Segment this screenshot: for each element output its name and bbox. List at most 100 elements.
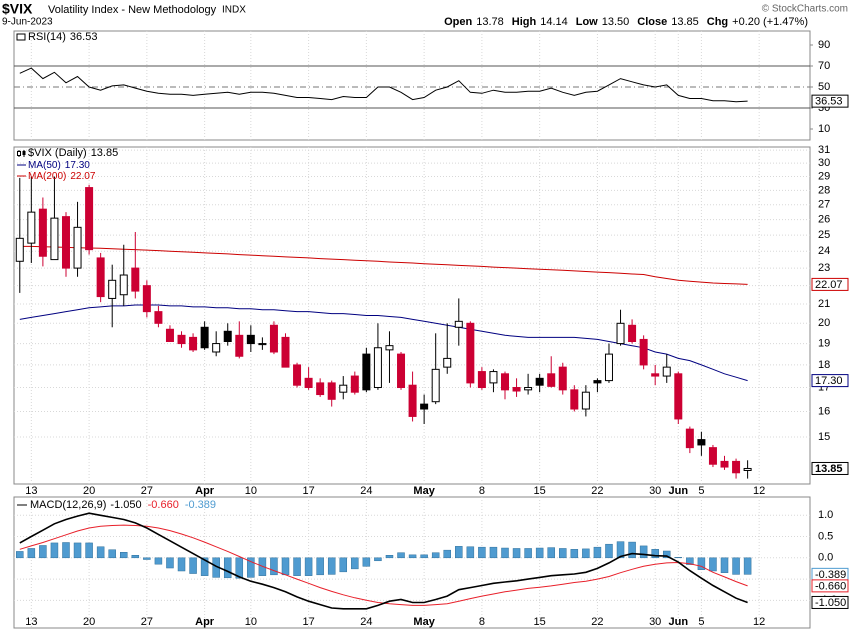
candle-body [223, 330, 232, 343]
value-box [811, 461, 849, 475]
histogram-bar [443, 549, 451, 559]
legend-icon [17, 151, 21, 156]
y-tick-label: 27 [818, 199, 830, 211]
histogram-bar [385, 555, 394, 559]
histogram-bar [512, 548, 521, 559]
x-tick-label: 30 [649, 485, 661, 497]
copyright: © StockCharts.com [762, 4, 848, 15]
histogram-bar [478, 546, 486, 559]
histogram-bar [108, 549, 116, 559]
candle-body [316, 382, 325, 396]
candle-body [466, 322, 475, 384]
candle-body [535, 377, 544, 386]
candle-body [604, 353, 613, 382]
x-tick-label: 13 [25, 485, 37, 497]
legend-name: MA(50) [28, 160, 61, 171]
histogram-bar [582, 548, 590, 559]
candle-body [189, 336, 198, 351]
candle-body [61, 216, 70, 269]
y-tick-label: 20 [818, 317, 830, 329]
x-tick-label: 5 [698, 616, 704, 628]
candle-body [165, 328, 174, 343]
rsi-line [19, 67, 748, 103]
value-box-label: -0.389 [815, 569, 846, 581]
y-tick-label: 50 [818, 81, 830, 93]
value-box-label: 17.30 [815, 375, 843, 387]
legend: $VIX (Daily) 13.85 [28, 147, 118, 159]
y-tick-label: 0.0 [818, 552, 833, 564]
histogram-bar [351, 557, 359, 570]
x-tick-label: 15 [534, 485, 546, 497]
candle-body [593, 380, 602, 384]
x-tick-label: 22 [591, 485, 603, 497]
candle-body [327, 382, 336, 400]
security-name: Volatility Index - New Methodology [48, 4, 217, 16]
candle-body [85, 187, 94, 251]
candle-body [720, 460, 729, 468]
x-tick-label: 12 [753, 485, 765, 497]
x-tick-label: Jun [669, 485, 689, 497]
x-tick-label: 8 [479, 616, 485, 628]
candle-body [570, 389, 579, 410]
legend-value: -0.389 [185, 499, 216, 511]
candle-body [408, 384, 417, 417]
x-tick-label: 27 [141, 616, 153, 628]
histogram-bar [131, 555, 140, 559]
histogram-bar [166, 557, 174, 569]
legend-value: -1.050 [110, 499, 141, 511]
histogram-bar [62, 542, 70, 559]
histogram-bar [189, 557, 197, 574]
candle-body [639, 338, 648, 366]
histogram-bar [374, 557, 382, 562]
candle-body [443, 357, 452, 368]
histogram-bar [697, 557, 706, 570]
legend-value: 22.07 [70, 171, 95, 182]
x-tick-label: Jun [669, 616, 689, 628]
candle-body [397, 353, 406, 389]
candle-body [15, 237, 24, 262]
histogram-bar [143, 557, 151, 560]
histogram-bar [281, 557, 290, 576]
legend-title: MACD(12,26,9) [30, 499, 106, 511]
date: 9-Jun-2023 [2, 17, 53, 28]
panel-frame [13, 30, 811, 141]
candle-body [373, 347, 382, 389]
moving-average-line [19, 304, 748, 382]
value-box-label: -1.050 [815, 597, 846, 609]
candle-body [73, 226, 82, 269]
candle-body [304, 377, 313, 389]
exchange: INDX [222, 5, 246, 16]
value-box-label: 22.07 [815, 279, 843, 291]
histogram-bar [431, 552, 440, 559]
candle-body [431, 368, 440, 403]
legend-value: 13.85 [91, 147, 119, 159]
histogram-bar [639, 545, 648, 559]
histogram-bar [720, 557, 729, 573]
candle-body [489, 371, 498, 384]
y-tick-label: 16 [818, 405, 830, 417]
histogram-bar [247, 557, 255, 578]
candle-body [454, 320, 463, 328]
histogram-bar [628, 541, 636, 559]
candle-body [108, 279, 117, 299]
quote-value: +0.20 (+1.47%) [732, 16, 808, 28]
candle-body [246, 334, 255, 345]
candle-body [350, 375, 359, 393]
histogram-bar [651, 549, 659, 559]
histogram-bar [408, 554, 417, 559]
histogram-bar [223, 557, 232, 579]
x-tick-label: 8 [479, 485, 485, 497]
histogram-bar [709, 557, 717, 572]
histogram-bar [327, 557, 336, 575]
y-tick-label: 26 [818, 214, 830, 226]
quote-label: Low [576, 16, 598, 28]
x-tick-label: 12 [753, 616, 765, 628]
x-tick-label: 22 [591, 616, 603, 628]
candle-body [732, 460, 741, 474]
x-tick-label: 20 [83, 485, 95, 497]
candle-body [501, 373, 510, 391]
legend-value: -0.660 [148, 499, 179, 511]
histogram-bar [96, 546, 105, 559]
quote-label: Close [637, 16, 667, 28]
symbol: $VIX [2, 1, 33, 17]
